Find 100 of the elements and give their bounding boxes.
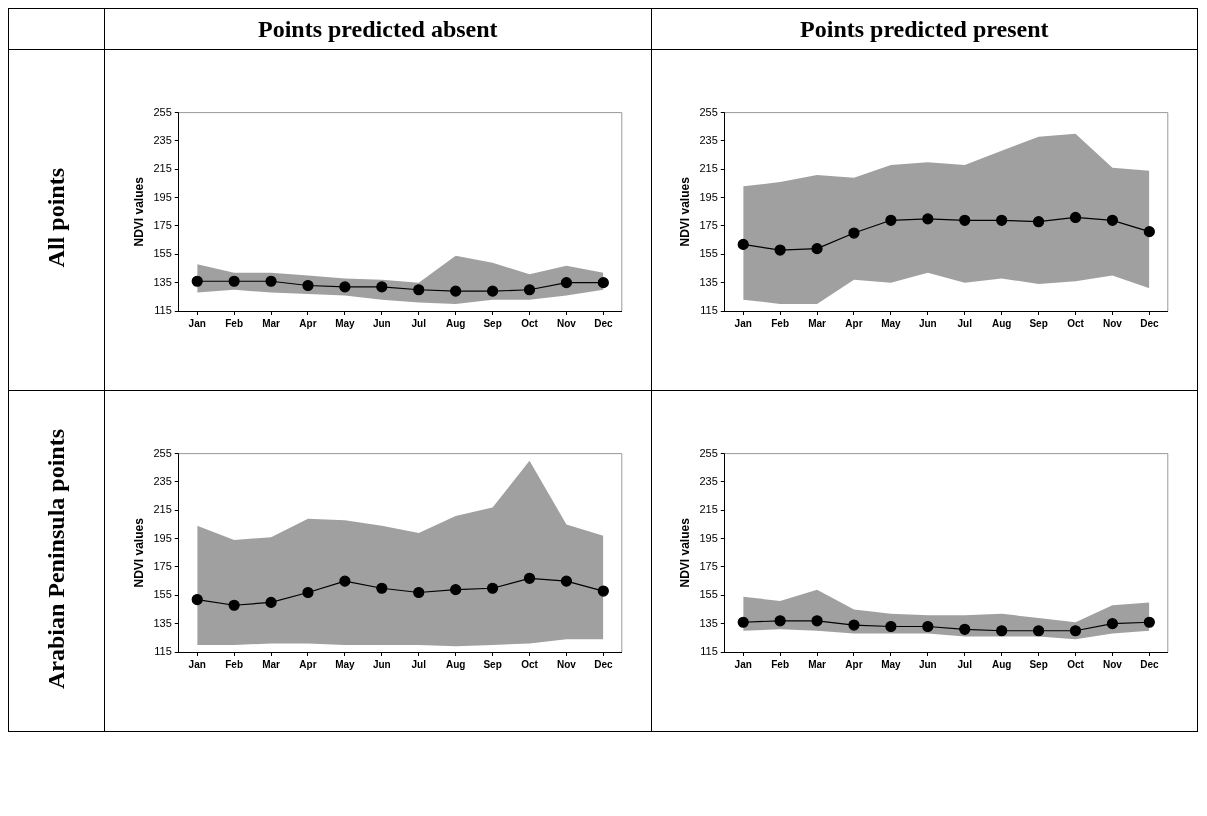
x-tick-label: Jul xyxy=(411,317,426,329)
point xyxy=(376,582,388,594)
point xyxy=(265,596,277,608)
y-tick-label: 235 xyxy=(153,474,172,487)
point xyxy=(922,620,934,633)
x-tick-label: Jun xyxy=(919,317,937,329)
point xyxy=(191,275,203,287)
point xyxy=(376,281,388,293)
x-tick-label: Apr xyxy=(845,317,863,329)
point xyxy=(302,586,314,599)
y-tick-label: 115 xyxy=(154,645,172,658)
point xyxy=(1144,226,1156,238)
y-tick-label: 135 xyxy=(699,275,719,288)
point xyxy=(811,615,823,627)
x-tick-label: Jul xyxy=(957,658,973,670)
point xyxy=(959,623,971,635)
point xyxy=(737,238,750,250)
x-tick-label: Nov xyxy=(556,658,577,670)
y-tick-label: 115 xyxy=(700,645,719,658)
y-tick-label: 155 xyxy=(699,588,719,601)
x-tick-label: Sep xyxy=(1029,317,1049,329)
x-tick-label: Mar xyxy=(261,317,280,329)
x-tick-label: Jul xyxy=(957,317,973,329)
x-tick-label: Dec xyxy=(1140,658,1160,670)
point xyxy=(597,277,609,289)
x-tick-label: Sep xyxy=(1029,658,1049,670)
y-tick-label: 235 xyxy=(699,474,719,487)
x-tick-label: May xyxy=(334,317,355,329)
x-tick-label: Mar xyxy=(808,317,827,329)
point xyxy=(996,625,1008,637)
y-tick-label: 175 xyxy=(699,560,719,572)
x-tick-label: Jun xyxy=(372,317,391,329)
point xyxy=(885,620,897,633)
y-tick-label: 175 xyxy=(153,560,172,572)
x-tick-label: Feb xyxy=(771,317,790,329)
point xyxy=(922,213,934,225)
y-tick-label: 155 xyxy=(153,247,172,260)
y-tick-label: 195 xyxy=(153,531,172,544)
x-tick-label: Jan xyxy=(188,658,206,670)
x-tick-label: Aug xyxy=(992,317,1012,329)
point xyxy=(1070,211,1082,224)
point xyxy=(560,277,572,289)
y-axis-title: NDVI values xyxy=(131,517,146,588)
x-tick-label: Oct xyxy=(520,658,539,670)
y-tick-label: 195 xyxy=(153,190,172,203)
y-tick-label: 135 xyxy=(153,275,172,288)
text: All points xyxy=(43,168,70,268)
x-tick-label: Mar xyxy=(261,658,280,670)
point xyxy=(848,227,860,239)
x-tick-label: Aug xyxy=(445,658,466,670)
y-tick-label: 135 xyxy=(699,616,719,629)
point xyxy=(523,284,535,296)
point xyxy=(737,616,750,628)
y-tick-label: 195 xyxy=(699,531,719,544)
x-tick-label: Oct xyxy=(1067,658,1085,670)
x-tick-label: May xyxy=(334,658,355,670)
x-tick-label: Mar xyxy=(808,658,827,670)
y-tick-label: 115 xyxy=(154,304,172,317)
x-tick-label: Feb xyxy=(771,658,790,670)
point xyxy=(597,585,609,597)
point xyxy=(811,243,823,255)
x-tick-label: Sep xyxy=(483,317,502,329)
x-tick-label: Dec xyxy=(593,658,613,670)
x-tick-label: Jan xyxy=(734,317,753,329)
point xyxy=(996,214,1008,226)
point xyxy=(486,582,498,594)
point xyxy=(339,281,351,293)
y-tick-label: 215 xyxy=(699,503,719,516)
point xyxy=(486,285,498,297)
x-tick-label: Dec xyxy=(593,317,613,329)
x-tick-label: Jun xyxy=(372,658,391,670)
x-tick-label: Feb xyxy=(225,658,243,670)
point xyxy=(560,575,572,587)
y-tick-label: 255 xyxy=(699,105,719,118)
point xyxy=(228,275,240,287)
x-tick-label: Apr xyxy=(845,658,863,670)
point xyxy=(339,575,351,587)
point xyxy=(1033,216,1045,228)
y-tick-label: 155 xyxy=(153,588,172,601)
x-tick-label: May xyxy=(881,317,902,329)
chart-title: Points predicted absent xyxy=(258,15,498,42)
chart-title: Points predicted present xyxy=(800,15,1049,42)
x-tick-label: Nov xyxy=(1103,317,1123,329)
point xyxy=(412,586,425,599)
y-axis-title: NDVI values xyxy=(677,176,692,247)
x-tick-label: Oct xyxy=(1067,317,1085,329)
y-axis-title: NDVI values xyxy=(131,176,146,247)
x-tick-label: Jan xyxy=(734,658,753,670)
point xyxy=(774,615,786,627)
x-tick-label: Jul xyxy=(411,658,426,670)
x-tick-label: Jun xyxy=(919,658,937,670)
x-tick-label: Aug xyxy=(992,658,1012,670)
point xyxy=(265,275,277,287)
point xyxy=(1107,214,1119,226)
y-tick-label: 175 xyxy=(699,219,719,231)
point xyxy=(1107,618,1119,630)
y-tick-label: 255 xyxy=(699,446,719,459)
point xyxy=(302,279,314,292)
x-tick-label: Apr xyxy=(299,658,317,670)
point xyxy=(1033,625,1045,637)
